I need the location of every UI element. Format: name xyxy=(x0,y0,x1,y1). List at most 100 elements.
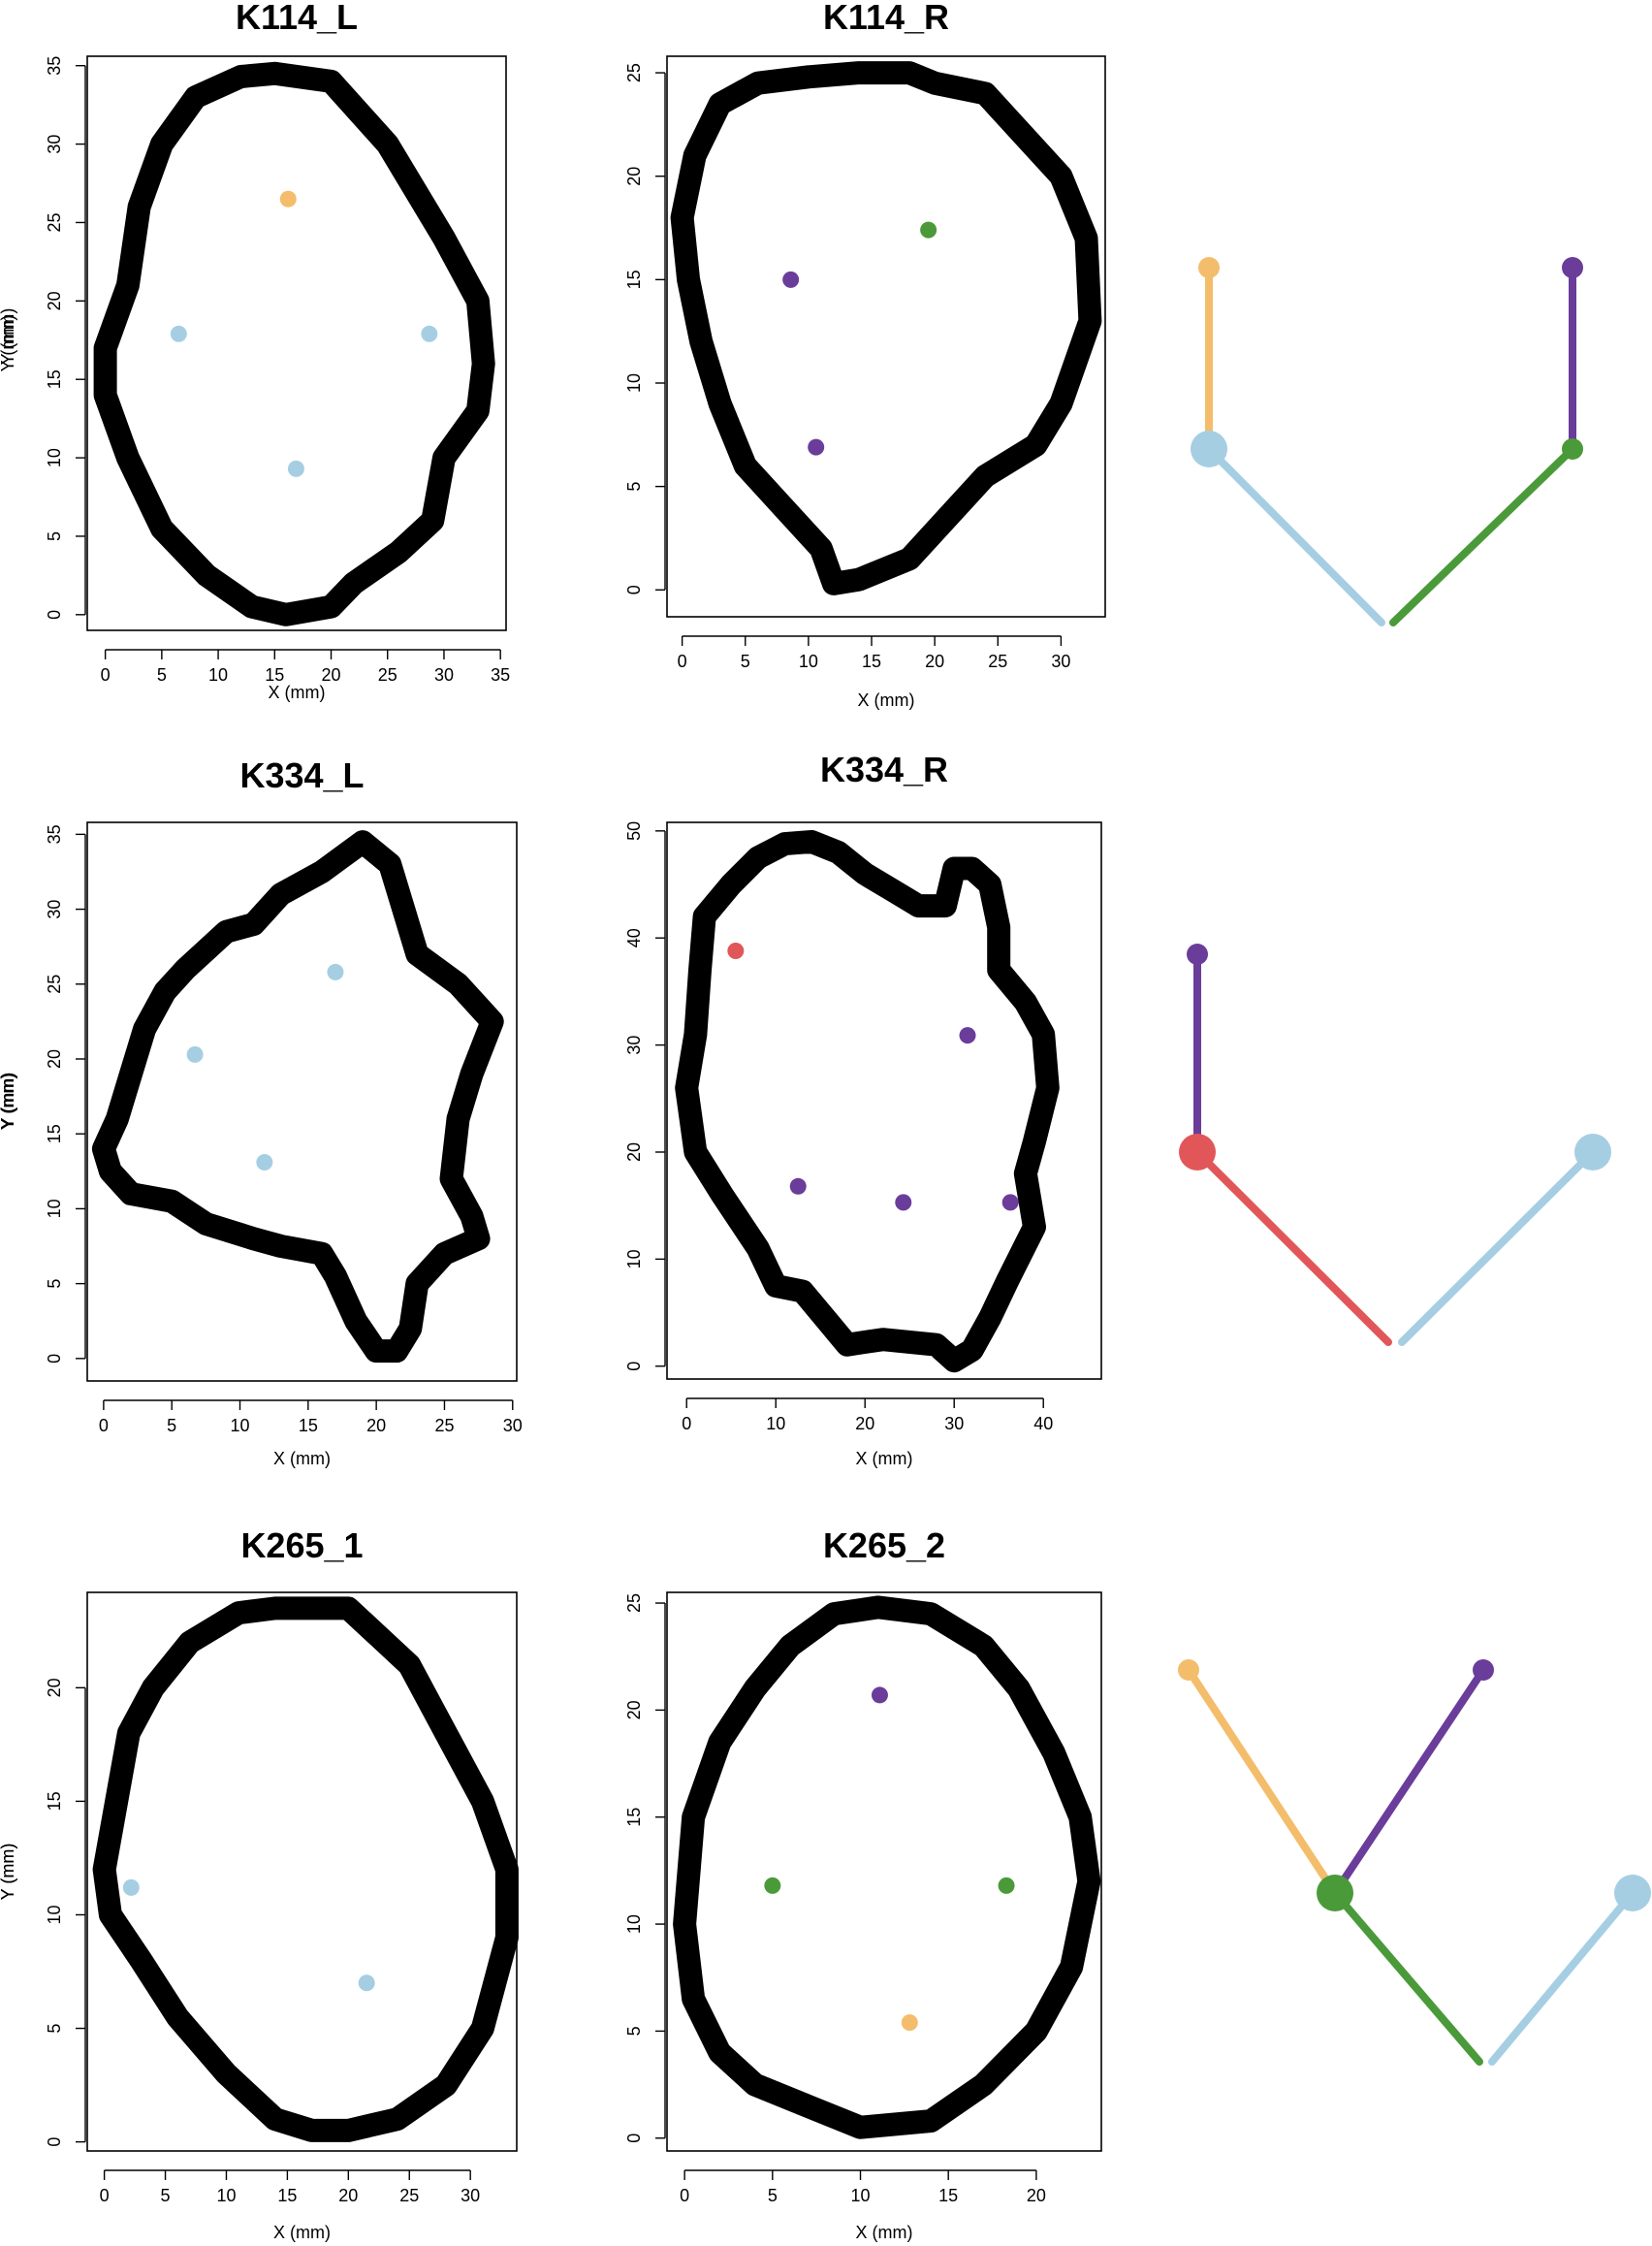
x-tick-label: 30 xyxy=(1051,652,1070,671)
tree-node xyxy=(1473,1659,1494,1681)
data-point xyxy=(727,942,745,959)
y-tick-label: 5 xyxy=(45,2024,64,2034)
tree-branch xyxy=(1331,1889,1483,2066)
y-tick-label: 10 xyxy=(624,1249,644,1268)
panel-title: K334_R xyxy=(820,750,948,789)
data-point xyxy=(170,325,187,342)
tree-node xyxy=(1191,431,1227,467)
data-point xyxy=(327,963,344,980)
data-point xyxy=(256,1154,273,1171)
y-tick-label: 0 xyxy=(45,2137,64,2147)
tree-node xyxy=(1178,1659,1199,1681)
scatter-panel-3: K334_L 0 5 10 15 20 25 30 X (mm) 0 5 10 15 20 25 30 35 Y … xyxy=(0,755,523,1468)
y-tick-label: 40 xyxy=(624,928,644,947)
y-tick-label: 5 xyxy=(624,482,644,492)
data-point xyxy=(959,1027,976,1044)
data-point xyxy=(1001,1194,1019,1211)
x-axis-label: X (mm) xyxy=(273,1449,331,1468)
x-tick-label: 10 xyxy=(850,2186,870,2205)
y-tick-label: 10 xyxy=(624,373,644,393)
plot-frame xyxy=(666,821,1102,1380)
x-tick-label: 20 xyxy=(321,665,340,685)
x-tick-label: 5 xyxy=(157,665,167,685)
plot-frame xyxy=(666,1591,1102,2152)
data-point xyxy=(789,1177,807,1195)
tree-node xyxy=(1562,438,1583,460)
tree-node xyxy=(1198,257,1220,278)
region-outline xyxy=(673,1595,1101,2139)
y-axis-label: Y (mm) xyxy=(0,1844,17,1901)
x-axis-label: X (mm) xyxy=(856,2223,913,2242)
y-axis-label: Y (mm) xyxy=(0,1844,17,1901)
y-tick-label: 15 xyxy=(624,270,644,289)
y-tick-label: 30 xyxy=(45,135,64,154)
y-tick-label: 35 xyxy=(45,824,64,844)
x-tick-label: 30 xyxy=(461,2186,480,2205)
panel-title: K114_L xyxy=(236,0,358,37)
y-tick-label: 15 xyxy=(45,1791,64,1811)
data-point xyxy=(871,1686,888,1704)
tree-branch xyxy=(1398,1148,1597,1346)
region-outline xyxy=(670,61,1102,595)
x-tick-label: 10 xyxy=(230,1416,249,1435)
x-tick-label: 30 xyxy=(503,1416,523,1435)
x-tick-label: 20 xyxy=(855,1414,874,1433)
data-point xyxy=(421,325,438,342)
x-tick-label: 25 xyxy=(378,665,397,685)
region-outline xyxy=(92,1596,519,2142)
x-tick-label: 0 xyxy=(682,1414,691,1433)
x-tick-label: 25 xyxy=(399,2186,419,2205)
y-tick-label: 20 xyxy=(624,1700,644,1719)
tree-branch xyxy=(1185,1666,1339,1897)
scatter-panel-2: K114_R 0 5 10 15 20 25 30 X (mm) 0 5 10 15 20 25 Y (mm) xyxy=(0,0,1106,710)
data-point xyxy=(287,460,304,477)
y-tick-label: 5 xyxy=(624,2026,644,2036)
y-axis-label: Y (mm) xyxy=(0,1073,17,1130)
x-axis-label: X (mm) xyxy=(273,2223,331,2242)
data-point xyxy=(895,1194,912,1211)
panel-title: K334_L xyxy=(239,755,364,795)
x-tick-label: 5 xyxy=(741,652,750,671)
x-tick-label: 10 xyxy=(216,2186,236,2205)
x-tick-label: 40 xyxy=(1033,1414,1053,1433)
tree-diagram-3 xyxy=(1178,1659,1651,2066)
data-point xyxy=(901,2014,918,2032)
x-tick-label: 30 xyxy=(434,665,454,685)
scatter-panel-1: K114_L 0 5 10 15 20 25 30 35 X (mm) 0 5 10 15 20 25 30 35… xyxy=(0,0,510,702)
y-tick-label: 15 xyxy=(45,1124,64,1143)
plot-frame xyxy=(666,55,1106,618)
x-axis-label: X (mm) xyxy=(269,683,326,702)
y-tick-label: 15 xyxy=(45,369,64,389)
tree-branch xyxy=(1331,1666,1487,1897)
y-tick-label: 20 xyxy=(624,167,644,186)
y-tick-label: 15 xyxy=(624,1808,644,1827)
data-point xyxy=(764,1877,781,1894)
y-tick-label: 0 xyxy=(45,1354,64,1364)
y-tick-label: 5 xyxy=(45,531,64,541)
y-tick-label: 35 xyxy=(45,56,64,76)
x-tick-label: 15 xyxy=(862,652,881,671)
y-tick-label: 50 xyxy=(624,821,644,841)
tree-branch xyxy=(1488,1889,1636,2066)
x-tick-label: 35 xyxy=(491,665,510,685)
x-tick-label: 10 xyxy=(208,665,228,685)
tree-diagram-2 xyxy=(1179,944,1611,1346)
y-tick-label: 10 xyxy=(45,1199,64,1218)
tree-node xyxy=(1614,1875,1651,1911)
y-tick-label: 0 xyxy=(624,2134,644,2143)
tree-node xyxy=(1562,257,1583,278)
x-tick-label: 25 xyxy=(988,652,1007,671)
tree-branch xyxy=(1205,445,1385,626)
x-tick-label: 30 xyxy=(944,1414,964,1433)
y-tick-label: 30 xyxy=(45,900,64,919)
x-tick-label: 0 xyxy=(678,652,687,671)
y-tick-label: 0 xyxy=(45,610,64,620)
y-tick-label: 30 xyxy=(624,1036,644,1055)
x-tick-label: 0 xyxy=(99,1416,109,1435)
plot-frame xyxy=(86,821,518,1382)
y-tick-label: 20 xyxy=(45,291,64,310)
x-tick-label: 15 xyxy=(299,1416,318,1435)
y-tick-label: 25 xyxy=(45,975,64,994)
x-axis-label: X (mm) xyxy=(858,690,915,710)
